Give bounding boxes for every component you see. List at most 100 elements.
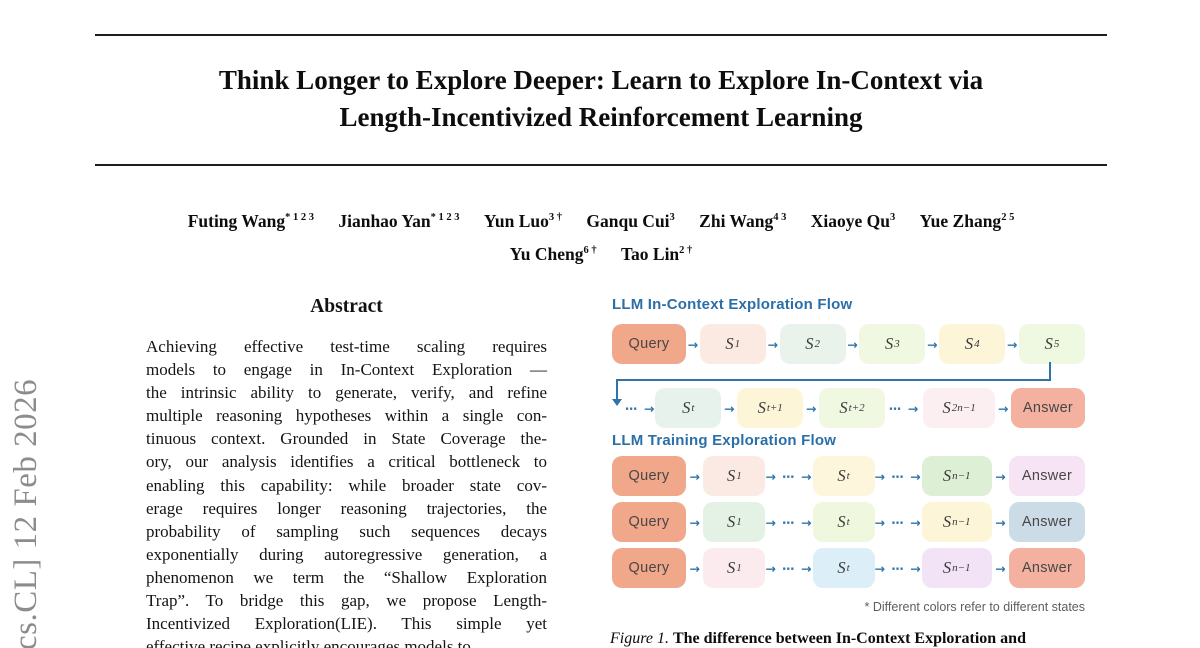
abstract-line: Achieving effective test-time scaling re…: [146, 337, 547, 356]
abstract-line: enabling this capability: while broader …: [146, 475, 547, 495]
abstract-line: the intrinsic ability to generate, verif…: [146, 383, 547, 403]
abstract-line: phenomenon we term the “Shallow Explorat…: [146, 567, 547, 587]
author: Yue Zhang2 5: [919, 210, 1015, 231]
author-block: Futing Wang* 1 2 3 Jianhao Yan* 1 2 3 Yu…: [95, 203, 1107, 269]
flow-box-state: S 2n−1: [923, 388, 996, 428]
arrow-right-icon: →: [687, 336, 699, 352]
arrow-right-icon: →: [997, 400, 1009, 416]
arrow-right-icon: →: [995, 468, 1006, 484]
flow-box-query: Query: [612, 324, 686, 364]
arrow-right-icon: →: [767, 336, 778, 352]
abstract-line: tinuous context. Grounded in State Cover…: [146, 429, 547, 449]
abstract-line: exponentially during autoregressive gene…: [146, 544, 547, 564]
paper-title-line1: Think Longer to Explore Deeper: Learn to…: [218, 65, 984, 95]
abstract-line: effective recipe explicitly encourages m…: [146, 637, 471, 648]
arrow-right-icon: →: [689, 560, 700, 576]
arrow-ellipsis-arrow-icon: → ⋯ →: [765, 560, 813, 576]
ellipsis-arrow-icon: ⋯ →: [888, 400, 920, 416]
arrow-ellipsis-arrow-icon: → ⋯ →: [874, 514, 922, 530]
arrow-right-icon: →: [995, 560, 1006, 576]
figure-caption: Figure 1. The difference between In-Cont…: [610, 630, 1088, 648]
figure-1: LLM In-Context Exploration Flow Query → …: [610, 296, 1088, 648]
paper-title-line2: Length-Incentivized Reinforcement Learni…: [339, 102, 863, 132]
abstract-heading: Abstract: [310, 296, 383, 317]
training-flow-title: LLM Training Exploration Flow: [612, 432, 837, 449]
author-affiliation: * 1 2 3: [285, 212, 314, 223]
connector-line: [616, 379, 1051, 381]
arrow-right-icon: →: [805, 400, 817, 416]
flow-box-answer: Answer: [1009, 456, 1085, 496]
author-affiliation: 6 †: [583, 244, 597, 256]
arrow-right-icon: →: [689, 514, 700, 530]
author-affiliation: 3 †: [548, 212, 562, 223]
arrow-ellipsis-arrow-icon: → ⋯ →: [874, 560, 922, 576]
connector-line: [616, 379, 618, 400]
arrow-ellipsis-arrow-icon: → ⋯ →: [765, 514, 813, 530]
flow-box-query: Query: [612, 502, 686, 542]
abstract-line: Trap”. To bridge this gap, we propose Le…: [146, 591, 547, 611]
author-affiliation: * 1 2 3: [430, 212, 460, 223]
abstract-line: multiple reasoning hypotheses within a s…: [146, 406, 547, 426]
figure-footnote: * Different colors refer to different st…: [864, 600, 1085, 614]
flow-box-query: Query: [612, 548, 686, 588]
figure-caption-text: The difference between In-Context Explor…: [672, 630, 1026, 647]
author-row-1: Futing Wang* 1 2 3 Jianhao Yan* 1 2 3 Yu…: [95, 203, 1107, 236]
arrow-right-icon: →: [927, 336, 938, 352]
author-row-2: Yu Cheng6 † Tao Lin2 †: [95, 236, 1107, 269]
arrow-right-icon: →: [1006, 336, 1018, 352]
author: Yun Luo3 †: [483, 210, 562, 231]
top-rule: [95, 34, 1107, 36]
abstract-line: models to engage in In-Context Explorati…: [146, 360, 547, 380]
title-rule: [95, 164, 1107, 166]
abstract-line: probability of sampling such sequences d…: [146, 521, 547, 541]
abstract-line: ory, our analysis identifies a critical …: [146, 452, 547, 472]
author: Xiaoye Qu3: [810, 210, 896, 231]
flow-box-answer: Answer: [1009, 502, 1085, 542]
abstract-line: erage requires longer reasoning trajecto…: [146, 498, 547, 518]
author: Yu Cheng6 †: [509, 243, 597, 264]
arrow-down-icon: [612, 399, 622, 406]
author-affiliation: 4 3: [773, 212, 787, 223]
author: Zhi Wang4 3: [699, 210, 787, 231]
abstract-text: Achieving effective test-time scaling re…: [146, 337, 547, 648]
connector-line: [1049, 362, 1051, 381]
author: Ganqu Cui3: [586, 210, 675, 231]
author-affiliation: 2 5: [1001, 212, 1015, 223]
arrow-right-icon: →: [847, 336, 858, 352]
paper-title: Think Longer to Explore Deeper: Learn to…: [95, 62, 1107, 136]
arxiv-watermark: cs.CL] 12 Feb 2026: [8, 378, 44, 648]
arrow-right-icon: →: [689, 468, 700, 484]
abstract-line: Incentivized Exploration(LIE). This simp…: [146, 614, 547, 634]
ellipsis-arrow-icon: ⋯ →: [625, 400, 656, 416]
flow-box-answer: Answer: [1009, 548, 1085, 588]
author: Jianhao Yan* 1 2 3: [338, 210, 460, 231]
figure-caption-label: Figure 1.: [610, 630, 669, 647]
flow-box-query: Query: [612, 456, 686, 496]
arrow-ellipsis-arrow-icon: → ⋯ →: [874, 468, 922, 484]
arrow-right-icon: →: [724, 400, 735, 416]
author-affiliation: 3: [890, 212, 896, 223]
